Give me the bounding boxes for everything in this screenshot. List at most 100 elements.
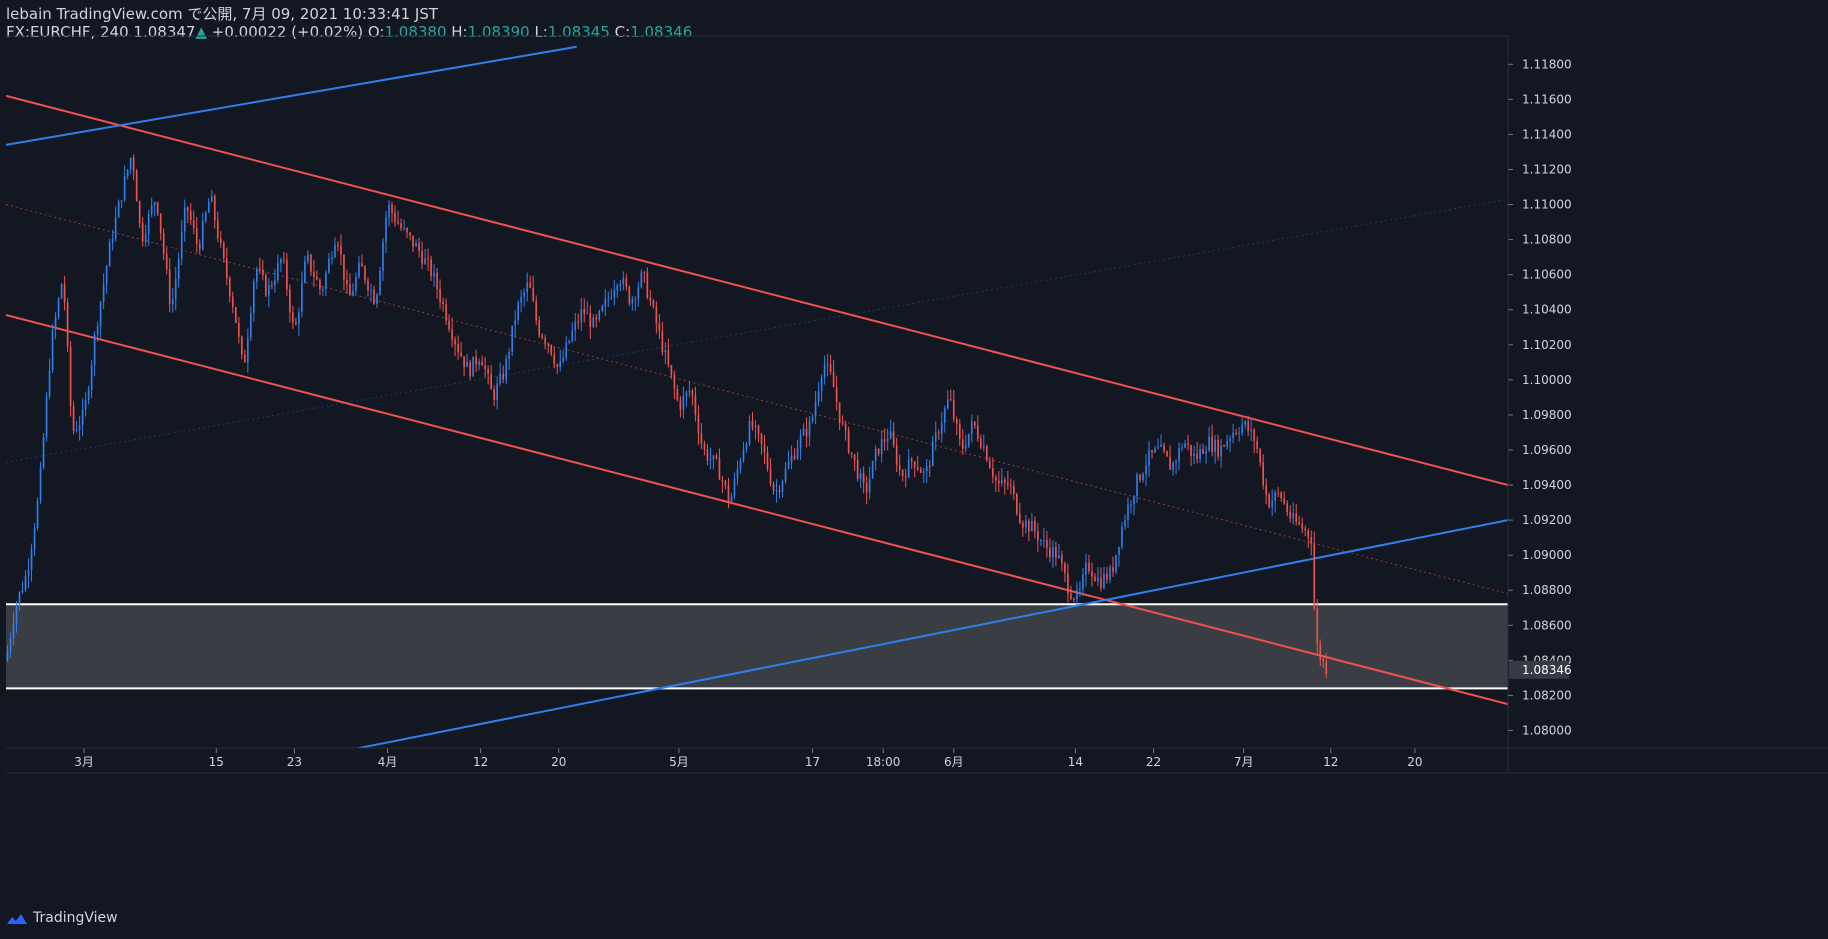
- candle-body: [652, 300, 655, 307]
- y-tick-label: 1.08600: [1522, 618, 1572, 632]
- candle-body: [1298, 521, 1301, 525]
- candle-body: [198, 243, 201, 249]
- candle-body: [1073, 599, 1075, 601]
- candle-body: [391, 204, 393, 213]
- candle-body: [1244, 421, 1246, 425]
- candle-body: [331, 257, 333, 259]
- y-tick-label: 1.08200: [1522, 688, 1572, 702]
- candle-body: [682, 396, 685, 410]
- candle-body: [21, 590, 24, 593]
- candle-body: [679, 399, 682, 410]
- candle-body: [195, 227, 198, 244]
- candle-body: [319, 279, 321, 290]
- candle-body: [655, 306, 658, 324]
- candle-body: [817, 391, 820, 402]
- candle-body: [1232, 432, 1234, 439]
- candle-body: [286, 259, 288, 290]
- candle-body: [484, 365, 486, 369]
- candle-body: [159, 213, 162, 234]
- candle-body: [526, 282, 529, 293]
- candle-body: [928, 465, 931, 467]
- candle-body: [1325, 661, 1328, 674]
- candle-body: [619, 283, 622, 286]
- candle-body: [877, 448, 880, 455]
- y-tick-label: 1.11000: [1522, 198, 1572, 212]
- candle-body: [337, 244, 339, 247]
- x-tick-label: 15: [209, 755, 224, 769]
- candle-body: [1127, 504, 1129, 520]
- candle-body: [922, 471, 925, 473]
- candle-body: [976, 425, 979, 439]
- candle-body: [523, 292, 526, 297]
- candle-body: [835, 387, 838, 403]
- candle-body: [511, 325, 514, 353]
- candle-body: [997, 480, 1000, 484]
- y-tick-label: 1.11200: [1522, 162, 1572, 176]
- candle-body: [598, 310, 601, 320]
- change-arrow-icon: ▲: [195, 23, 207, 41]
- candle-body: [1157, 446, 1159, 449]
- candle-body: [249, 312, 252, 338]
- candle-body: [880, 439, 883, 455]
- candle-body: [931, 441, 934, 467]
- candle-body: [601, 306, 604, 311]
- candle-body: [349, 284, 351, 296]
- candle-body: [6, 651, 9, 661]
- x-tick-label: 3月: [74, 755, 94, 769]
- candle-body: [508, 352, 510, 359]
- candle-body: [916, 467, 919, 470]
- x-tick-label: 23: [287, 755, 302, 769]
- candle-body: [298, 312, 300, 325]
- candle-body: [370, 289, 372, 291]
- candle-body: [901, 470, 904, 477]
- candle-body: [895, 445, 898, 466]
- x-tick-label: 18:00: [866, 755, 901, 769]
- candle-body: [81, 409, 84, 426]
- candle-body: [628, 286, 631, 304]
- candle-body: [1145, 465, 1147, 475]
- candle-body: [973, 421, 976, 426]
- candle-body: [1208, 436, 1210, 451]
- y-tick-label: 1.09600: [1522, 443, 1572, 457]
- candle-body: [577, 321, 580, 323]
- candle-body: [1124, 519, 1126, 527]
- candle-body: [874, 448, 877, 461]
- candle-body: [442, 301, 444, 304]
- candle-body: [925, 465, 928, 472]
- candle-body: [898, 465, 901, 471]
- candle-body: [583, 309, 586, 314]
- candle-body: [697, 414, 700, 434]
- candle-body: [1292, 513, 1295, 519]
- candle-body: [265, 275, 267, 296]
- candle-body: [340, 246, 342, 255]
- candle-body: [328, 258, 330, 273]
- current-price-label: 1.08346: [1522, 663, 1572, 677]
- candle-body: [466, 361, 468, 368]
- candle-body: [613, 290, 616, 298]
- trend-support-line: [354, 519, 1508, 748]
- candle-body: [1283, 498, 1286, 504]
- candle-body: [952, 399, 955, 419]
- candle-body: [1247, 421, 1249, 432]
- candle-body: [355, 276, 357, 291]
- candle-body: [376, 294, 378, 304]
- candle-body: [964, 445, 967, 449]
- candle-body: [219, 238, 222, 244]
- candle-body: [1256, 441, 1258, 450]
- brand-footer[interactable]: TradingView: [6, 910, 118, 926]
- y-tick-label: 1.10400: [1522, 303, 1572, 317]
- candle-body: [556, 364, 559, 367]
- candle-body: [787, 461, 790, 469]
- candle-body: [210, 196, 213, 202]
- candle-body: [51, 329, 54, 371]
- candle-body: [1241, 424, 1243, 434]
- candle-body: [610, 297, 613, 299]
- candle-body: [343, 254, 345, 280]
- y-tick-label: 1.08800: [1522, 583, 1572, 597]
- candle-body: [823, 365, 826, 378]
- candle-body: [535, 300, 538, 321]
- candle-body: [177, 258, 180, 279]
- candle-body: [361, 263, 363, 267]
- candle-body: [382, 242, 384, 271]
